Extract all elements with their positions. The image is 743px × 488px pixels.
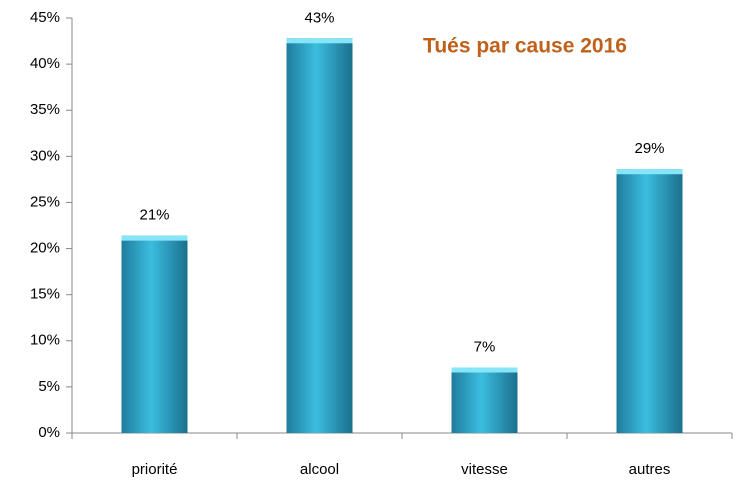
value-label: 21% [139, 207, 169, 224]
x-tick-label: alcool [300, 461, 339, 478]
chart-title: Tués par cause 2016 [423, 35, 627, 58]
y-tick-label: 40% [30, 55, 60, 72]
value-label: 7% [474, 338, 496, 355]
bar [121, 235, 188, 433]
y-tick-label: 10% [30, 332, 60, 349]
y-tick-label: 15% [30, 286, 60, 303]
value-label: 43% [304, 9, 334, 26]
y-tick-label: 0% [38, 424, 60, 441]
bar-cap [451, 367, 518, 373]
bar [451, 367, 518, 433]
bar-cap [616, 169, 683, 175]
bar [286, 38, 353, 434]
x-tick-label: autres [629, 461, 671, 478]
y-tick-label: 5% [38, 378, 60, 395]
y-tick-label: 45% [30, 9, 60, 26]
y-tick-label: 25% [30, 193, 60, 210]
bar-cap [121, 235, 188, 241]
x-tick-label: priorité [132, 461, 178, 478]
x-tick-label: vitesse [461, 461, 508, 478]
bar [616, 169, 683, 433]
y-tick-label: 35% [30, 101, 60, 118]
y-tick-label: 20% [30, 240, 60, 257]
y-tick-label: 30% [30, 147, 60, 164]
value-label: 29% [634, 140, 664, 157]
bar-cap [286, 38, 353, 44]
